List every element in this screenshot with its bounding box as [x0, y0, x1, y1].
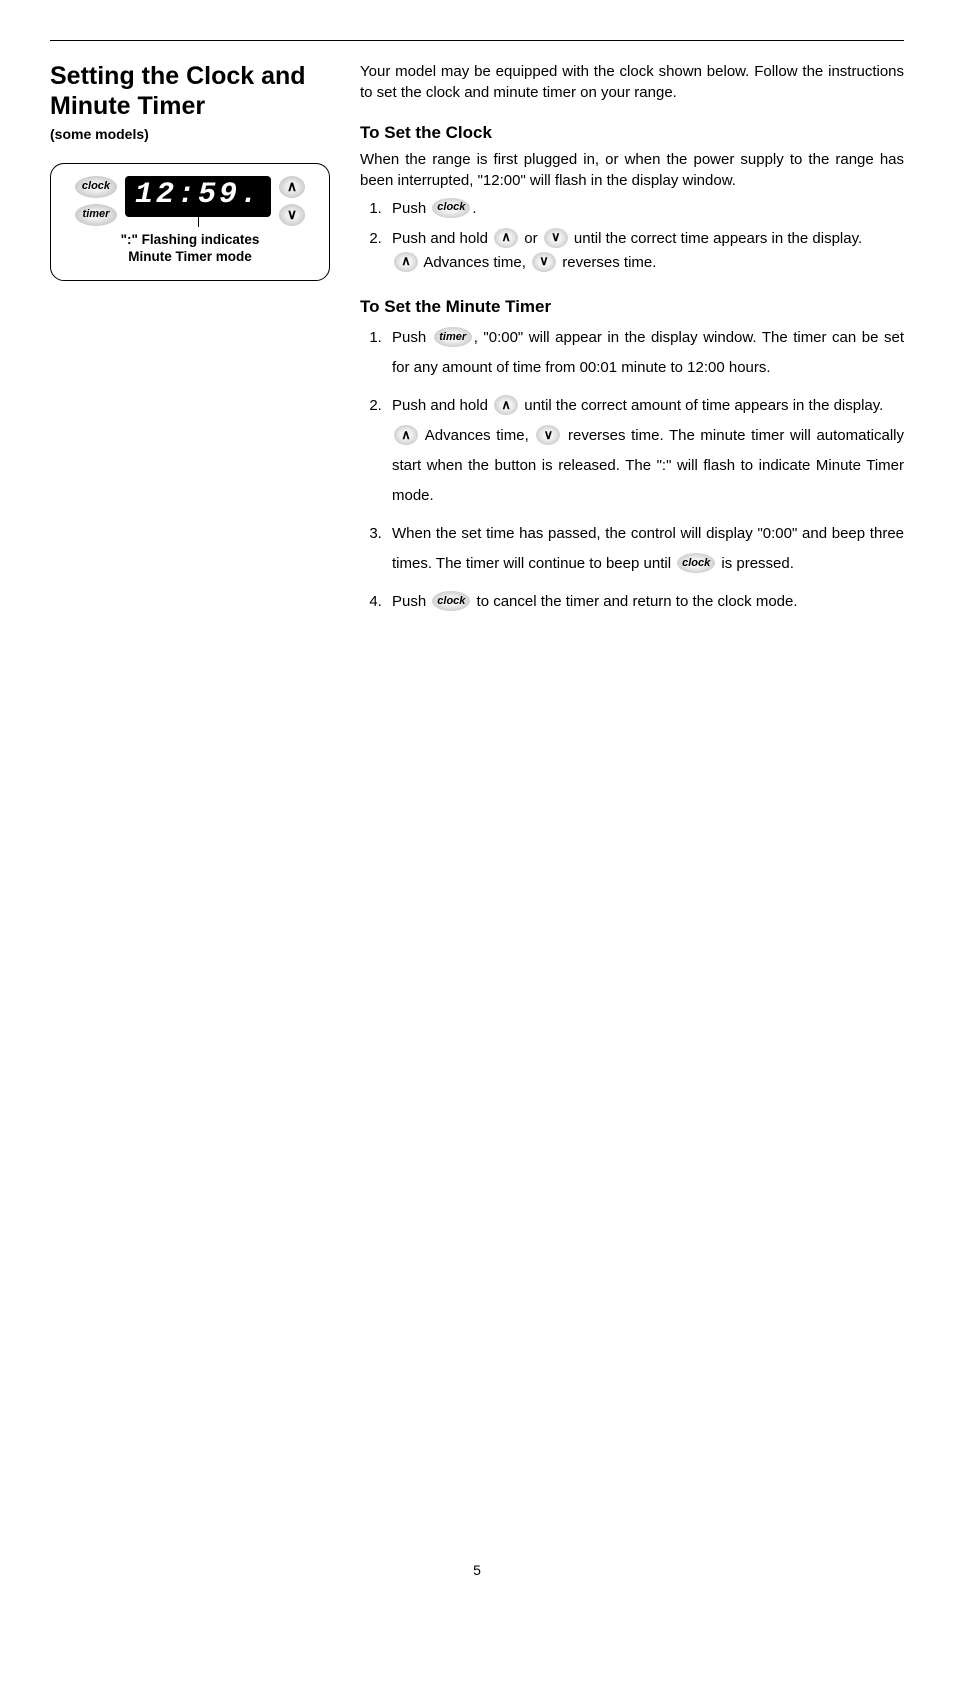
- page-number: 5: [50, 1561, 904, 1581]
- timer-step-4: Push clock to cancel the timer and retur…: [386, 587, 904, 617]
- timer-step-3: When the set time has passed, the contro…: [386, 519, 904, 579]
- text: Push: [392, 200, 430, 217]
- timer-step-1: Push timer, "0:00" will appear in the di…: [386, 323, 904, 383]
- text: or: [520, 230, 542, 247]
- text: is pressed.: [717, 555, 794, 572]
- clock-step-1: Push clock.: [386, 197, 904, 221]
- text: Advances time,: [420, 254, 530, 271]
- clock-button-icon: clock: [432, 198, 470, 218]
- page-heading: Setting the Clock and Minute Timer: [50, 61, 330, 121]
- right-column: Your model may be equipped with the cloc…: [360, 61, 904, 1061]
- clock-step-2: Push and hold ∧ or ∨ until the correct t…: [386, 227, 904, 275]
- text: until the correct time appears in the di…: [570, 230, 862, 247]
- up-arrow-icon: ∧: [494, 395, 518, 415]
- text: Push and hold: [392, 230, 492, 247]
- clock-button-icon: clock: [677, 553, 715, 573]
- panel-clock-button: clock: [75, 176, 117, 198]
- intro-paragraph: Your model may be equipped with the cloc…: [360, 61, 904, 103]
- clock-button-icon: clock: [432, 591, 470, 611]
- section-timer-title: To Set the Minute Timer: [360, 295, 904, 319]
- up-arrow-icon: ∧: [394, 252, 418, 272]
- caption-line-2: Minute Timer mode: [128, 249, 252, 264]
- text: .: [472, 200, 476, 217]
- section-clock-title: To Set the Clock: [360, 121, 904, 145]
- down-arrow-icon: ∨: [532, 252, 556, 272]
- left-column: Setting the Clock and Minute Timer (some…: [50, 61, 330, 1061]
- section-clock-lead: When the range is first plugged in, or w…: [360, 149, 904, 191]
- page-content: Setting the Clock and Minute Timer (some…: [50, 40, 904, 1061]
- panel-caption: ":" Flashing indicates Minute Timer mode: [61, 231, 319, 266]
- caption-line-1: ":" Flashing indicates: [121, 232, 260, 247]
- clock-steps-list: Push clock. Push and hold ∧ or ∨ until t…: [360, 197, 904, 275]
- panel-down-button: ∨: [279, 204, 305, 226]
- text: Push and hold: [392, 397, 492, 414]
- timer-button-icon: timer: [434, 327, 472, 347]
- text: Push: [392, 329, 432, 346]
- up-arrow-icon: ∧: [394, 425, 418, 445]
- timer-step-2-note: ∧ Advances time, ∨ reverses time. The mi…: [392, 421, 904, 511]
- down-arrow-icon: ∨: [544, 228, 568, 248]
- timer-step-2: Push and hold ∧ until the correct amount…: [386, 391, 904, 511]
- heading-subtitle: (some models): [50, 125, 330, 145]
- panel-lcd-display: 12:59.: [125, 176, 271, 217]
- down-arrow-icon: ∨: [536, 425, 560, 445]
- text: Push: [392, 593, 430, 610]
- text: until the correct amount of time appears…: [520, 397, 883, 414]
- timer-steps-list: Push timer, "0:00" will appear in the di…: [360, 323, 904, 617]
- panel-timer-button: timer: [75, 204, 117, 226]
- text: reverses time.: [558, 254, 656, 271]
- text: When the set time has passed, the contro…: [392, 525, 904, 572]
- clock-step-2-note: ∧ Advances time, ∨ reverses time.: [392, 251, 904, 275]
- control-panel-figure: clock timer 12:59. ∧ ∨ ":" Flashing indi…: [50, 163, 330, 281]
- up-arrow-icon: ∧: [494, 228, 518, 248]
- pointer-line: [198, 217, 199, 227]
- text: Advances time,: [420, 427, 534, 444]
- panel-up-button: ∧: [279, 176, 305, 198]
- text: to cancel the timer and return to the cl…: [472, 593, 797, 610]
